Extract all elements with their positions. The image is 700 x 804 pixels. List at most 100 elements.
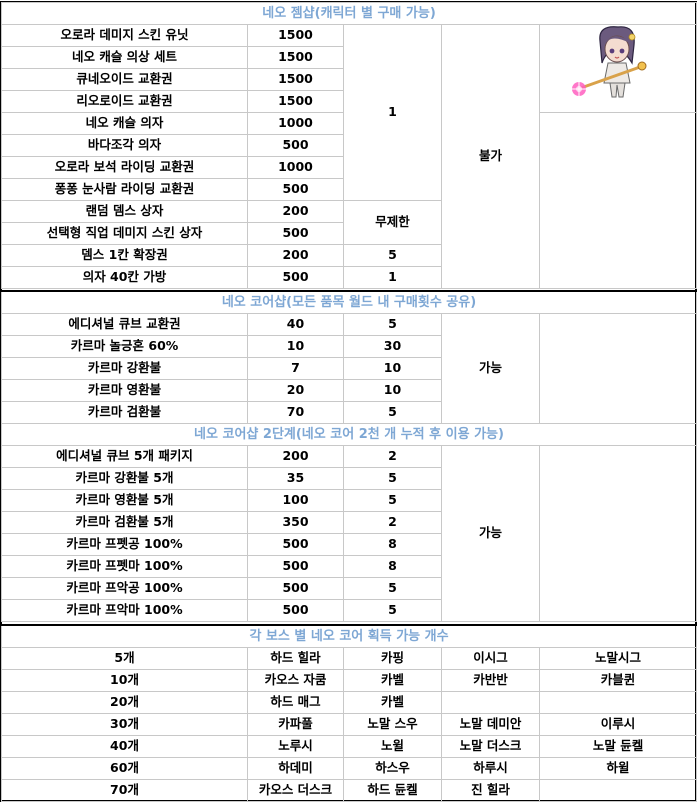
item-name: 카르마 검환불 5개 [1, 510, 248, 534]
boss-name: 하스우 [343, 756, 442, 780]
trade-status: 불가 [441, 24, 540, 289]
item-name: 뎀스 1칸 확장권 [1, 244, 248, 267]
boss-name: 하데미 [247, 756, 344, 780]
purchase-limit: 2 [343, 444, 442, 468]
item-name: 카르마 프펫공 100% [1, 532, 248, 556]
item-price: 35 [247, 466, 344, 490]
item-price: 20 [247, 378, 344, 402]
core-shop-table: 네오 코어샵(모든 품목 월드 내 구매횟수 공유) 에디셔널 큐브 교환권 4… [0, 290, 698, 622]
item-name: 오로라 보석 라이딩 교환권 [1, 156, 248, 179]
purchase-limit: 10 [343, 356, 442, 380]
purchase-limit: 5 [343, 466, 442, 490]
boss-name: 노말 스우 [343, 712, 442, 736]
item-price: 1500 [247, 68, 344, 91]
item-price: 100 [247, 488, 344, 512]
boss-name: 노말시그 [538, 646, 698, 670]
item-name: 카르마 검환불 [1, 400, 248, 424]
purchase-limit: 1 [343, 266, 442, 289]
boss-name: 노말 듄켈 [538, 734, 698, 758]
boss-name: 카반반 [441, 668, 540, 692]
item-name: 오로라 데미지 스킨 유닛 [1, 24, 248, 47]
item-price: 40 [247, 312, 344, 336]
item-name: 네오 캐슬 의자 [1, 112, 248, 135]
core-count: 70개 [1, 778, 248, 802]
item-price: 1000 [247, 156, 344, 179]
item-price: 1500 [247, 90, 344, 113]
purchase-limit: 무제한 [343, 200, 442, 245]
boss-cores-table: 각 보스 별 네오 코어 획득 가능 개수 5개 하드 힐라 카핑 이시그 노말시그 1… [0, 624, 698, 802]
core-count: 40개 [1, 734, 248, 758]
item-name: 카르마 강환불 5개 [1, 466, 248, 490]
boss-name: 이시그 [441, 646, 540, 670]
item-name: 카르마 영환불 [1, 378, 248, 402]
boss-name: 진 힐라 [441, 778, 540, 802]
boss-name: 이루시 [538, 712, 698, 736]
item-name: 네오 캐슬 의상 세트 [1, 46, 248, 69]
item-price: 200 [247, 200, 344, 223]
purchase-limit: 10 [343, 378, 442, 402]
boss-name [441, 690, 540, 714]
item-name: 랜덤 뎀스 상자 [1, 200, 248, 223]
item-name: 선택형 직업 데미지 스킨 상자 [1, 222, 248, 245]
item-price: 1000 [247, 112, 344, 135]
boss-name [538, 778, 698, 802]
empty-cell [538, 112, 698, 289]
boss-name: 하루시 [441, 756, 540, 780]
core-count: 5개 [1, 646, 248, 670]
purchase-limit: 5 [343, 598, 442, 622]
item-price: 500 [247, 554, 344, 578]
purchase-limit: 8 [343, 554, 442, 578]
boss-name: 노루시 [247, 734, 344, 758]
purchase-limit: 2 [343, 510, 442, 534]
boss-name: 하드 매그 [247, 690, 344, 714]
item-name: 카르마 놀긍혼 60% [1, 334, 248, 358]
item-price: 200 [247, 444, 344, 468]
boss-name: 노말 데미안 [441, 712, 540, 736]
item-name: 퐁퐁 눈사람 라이딩 교환권 [1, 178, 248, 201]
item-price: 70 [247, 400, 344, 424]
trade-status: 가능 [441, 312, 540, 424]
core-shop-title: 네오 코어샵(모든 품목 월드 내 구매횟수 공유) [0, 290, 698, 314]
character-image [538, 24, 698, 113]
item-name: 바다조각 의자 [1, 134, 248, 157]
boss-name: 하드 듄켈 [343, 778, 442, 802]
purchase-limit: 5 [343, 244, 442, 267]
item-price: 500 [247, 576, 344, 600]
purchase-limit: 8 [343, 532, 442, 556]
empty-cell [538, 444, 698, 622]
boss-name: 카오스 더스크 [247, 778, 344, 802]
item-name: 리오로이드 교환권 [1, 90, 248, 113]
core-count: 60개 [1, 756, 248, 780]
item-price: 1500 [247, 24, 344, 47]
purchase-limit: 5 [343, 488, 442, 512]
item-price: 350 [247, 510, 344, 534]
item-price: 10 [247, 334, 344, 358]
item-name: 카르마 영환불 5개 [1, 488, 248, 512]
boss-name: 카파풀 [247, 712, 344, 736]
item-price: 7 [247, 356, 344, 380]
core-count: 30개 [1, 712, 248, 736]
boss-name: 카벨 [343, 690, 442, 714]
boss-name: 카오스 자쿰 [247, 668, 344, 692]
item-price: 500 [247, 532, 344, 556]
item-price: 200 [247, 244, 344, 267]
item-name: 에디셔널 큐브 교환권 [1, 312, 248, 336]
core-shop2-title: 네오 코어샵 2단계(네오 코어 2천 개 누적 후 이용 가능) [0, 422, 698, 446]
item-name: 카르마 프악공 100% [1, 576, 248, 600]
boss-name: 하윌 [538, 756, 698, 780]
empty-cell [538, 312, 698, 424]
item-price: 500 [247, 266, 344, 289]
item-price: 500 [247, 598, 344, 622]
item-name: 에디셔널 큐브 5개 패키지 [1, 444, 248, 468]
purchase-limit: 5 [343, 400, 442, 424]
boss-name: 카블퀸 [538, 668, 698, 692]
item-price: 500 [247, 134, 344, 157]
boss-cores-title: 각 보스 별 네오 코어 획득 가능 개수 [0, 624, 698, 648]
character-sprite-icon [572, 26, 647, 98]
boss-name: 하드 힐라 [247, 646, 344, 670]
gem-shop-title: 네오 젬샵(캐릭터 별 구매 가능) [0, 2, 698, 25]
item-name: 의자 40칸 가방 [1, 266, 248, 289]
item-price: 500 [247, 178, 344, 201]
item-price: 500 [247, 222, 344, 245]
boss-name: 노윌 [343, 734, 442, 758]
